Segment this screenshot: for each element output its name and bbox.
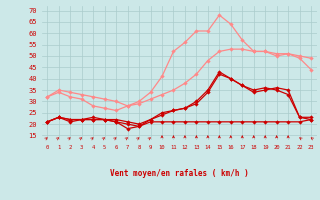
X-axis label: Vent moyen/en rafales ( km/h ): Vent moyen/en rafales ( km/h ) bbox=[110, 169, 249, 178]
